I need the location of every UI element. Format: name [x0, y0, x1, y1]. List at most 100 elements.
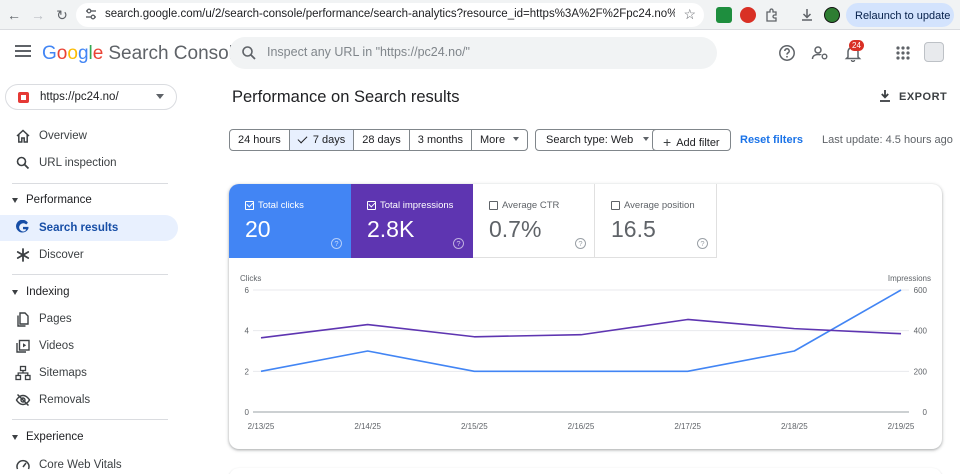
- x-tick-label: 2/16/25: [568, 422, 595, 431]
- metric-value: 2.8K: [367, 216, 415, 242]
- sidebar-section-indexing[interactable]: Indexing: [0, 282, 178, 304]
- sidebar-item-label: Sitemaps: [39, 367, 87, 379]
- download-icon[interactable]: [799, 7, 815, 23]
- help-icon[interactable]: [778, 44, 796, 62]
- range-28-days[interactable]: 28 days: [354, 130, 410, 150]
- extension-opera-icon[interactable]: [740, 7, 756, 23]
- sidebar-item-sitemaps[interactable]: Sitemaps: [0, 360, 178, 386]
- sidebar-item-search-results[interactable]: Search results: [0, 215, 178, 241]
- page-title: Performance on Search results: [232, 88, 460, 106]
- asterisk-icon: [16, 248, 30, 262]
- metric-total-impressions[interactable]: Total impressions 2.8K ?: [351, 184, 473, 258]
- sidebar-divider: [12, 419, 168, 420]
- sidebar-item-label: URL inspection: [39, 157, 117, 169]
- url-inspect-bar[interactable]: [229, 37, 717, 69]
- inspect-url-input[interactable]: [267, 45, 697, 59]
- range-24-hours[interactable]: 24 hours: [230, 130, 290, 150]
- metric-label: Average position: [624, 200, 695, 211]
- reload-icon[interactable]: ↻: [56, 7, 68, 23]
- check-icon: [297, 133, 308, 144]
- checkbox-unchecked-icon: [489, 201, 498, 210]
- address-bar[interactable]: search.google.com/u/2/search-console/per…: [76, 3, 704, 27]
- sidebar-item-overview[interactable]: Overview: [0, 123, 178, 149]
- browser-toolbar: ← → ↻ search.google.com/u/2/search-conso…: [0, 0, 960, 30]
- right-tick-label: 0: [923, 408, 928, 417]
- x-tick-label: 2/13/25: [248, 422, 275, 431]
- sidebar-section-label: Indexing: [26, 286, 70, 298]
- product-name: Search Console: [108, 43, 244, 64]
- speed-icon: [16, 459, 30, 470]
- help-icon[interactable]: ?: [453, 238, 464, 249]
- x-tick-label: 2/15/25: [461, 422, 488, 431]
- site-settings-icon[interactable]: [84, 7, 98, 21]
- collapse-triangle-icon: [12, 435, 18, 440]
- sidebar-item-label: Discover: [39, 249, 84, 261]
- relaunch-button[interactable]: Relaunch to update ⋮: [846, 3, 960, 27]
- left-tick-label: 6: [245, 286, 250, 295]
- sidebar-item-videos[interactable]: Videos: [0, 333, 178, 359]
- profile-avatar-icon[interactable]: [824, 7, 840, 23]
- sidebar-item-label: Overview: [39, 130, 87, 142]
- chevron-down-icon: [513, 137, 520, 141]
- sitemap-icon: [15, 365, 31, 381]
- left-tick-label: 4: [245, 327, 250, 336]
- add-filter-button[interactable]: + Add filter: [652, 129, 731, 151]
- x-tick-label: 2/17/25: [674, 422, 701, 431]
- sidebar-item-pages[interactable]: Pages: [0, 306, 178, 332]
- collapse-triangle-icon: [12, 290, 18, 295]
- apps-grid-icon[interactable]: [894, 44, 912, 62]
- right-axis-title: Impressions: [888, 274, 931, 283]
- property-selector[interactable]: https://pc24.no/: [5, 84, 177, 110]
- videos-icon: [16, 339, 30, 353]
- download-icon: [880, 90, 890, 102]
- metric-average-position[interactable]: Average position 16.5 ?: [595, 184, 717, 258]
- help-icon[interactable]: ?: [331, 238, 342, 249]
- metric-total-clicks[interactable]: Total clicks 20 ?: [229, 184, 351, 258]
- sidebar-section-performance[interactable]: Performance: [0, 190, 178, 212]
- right-tick-label: 400: [914, 327, 928, 336]
- sidebar-divider: [12, 274, 168, 275]
- sidebar-divider: [12, 183, 168, 184]
- help-icon[interactable]: ?: [575, 238, 586, 249]
- sidebar-item-removals[interactable]: Removals: [0, 387, 178, 413]
- metric-average-ctr[interactable]: Average CTR 0.7% ?: [473, 184, 595, 258]
- last-update-text: Last update: 4.5 hours ago: [822, 134, 953, 146]
- removals-icon: [15, 393, 31, 407]
- extensions-puzzle-icon[interactable]: [764, 7, 780, 23]
- back-icon[interactable]: ←: [7, 7, 21, 23]
- sidebar-item-label: Videos: [39, 340, 74, 352]
- forward-icon[interactable]: →: [31, 7, 45, 23]
- metric-label: Average CTR: [502, 200, 560, 211]
- extension-shield-icon[interactable]: [716, 7, 732, 23]
- notification-count-badge: 24: [849, 40, 864, 51]
- range-7-days[interactable]: 7 days: [289, 130, 355, 150]
- chevron-down-icon: [643, 137, 650, 141]
- property-favicon-icon: [18, 92, 29, 103]
- sidebar-section-experience[interactable]: Experience: [0, 427, 178, 449]
- metric-value: 20: [245, 216, 271, 242]
- more-vert-icon: ⋮: [957, 10, 960, 22]
- sidebar-item-discover[interactable]: Discover: [0, 242, 178, 268]
- account-avatar[interactable]: [924, 42, 944, 62]
- sidebar-section-label: Performance: [26, 194, 92, 206]
- sidebar-item-core-web-vitals[interactable]: Core Web Vitals: [0, 452, 178, 474]
- search-console-logo[interactable]: Google Search Console: [42, 43, 244, 64]
- search-type-filter[interactable]: Search type: Web: [535, 129, 661, 151]
- range-3-months[interactable]: 3 months: [410, 130, 473, 150]
- metric-value: 0.7%: [489, 216, 542, 242]
- main-menu-icon[interactable]: [15, 45, 31, 57]
- performance-chart-card: Total clicks 20 ? Total impressions 2.8K…: [229, 184, 942, 449]
- plus-icon: +: [663, 134, 672, 150]
- metric-value: 16.5: [611, 216, 656, 242]
- help-icon[interactable]: ?: [697, 238, 708, 249]
- manage-users-icon[interactable]: [811, 44, 829, 62]
- sidebar-item-url-inspection[interactable]: URL inspection: [0, 150, 178, 176]
- performance-line-chart[interactable]: Clicks Impressions 0 0 2 200 4 400 6 600 2/13/25 2/…: [229, 268, 942, 438]
- reset-filters-link[interactable]: Reset filters: [740, 134, 803, 146]
- sidebar-item-label: Removals: [39, 394, 91, 406]
- property-url: https://pc24.no/: [40, 91, 119, 103]
- right-tick-label: 200: [914, 367, 928, 376]
- range-more[interactable]: More: [472, 130, 527, 150]
- left-tick-label: 0: [245, 408, 250, 417]
- bookmark-star-icon[interactable]: ☆: [683, 6, 696, 22]
